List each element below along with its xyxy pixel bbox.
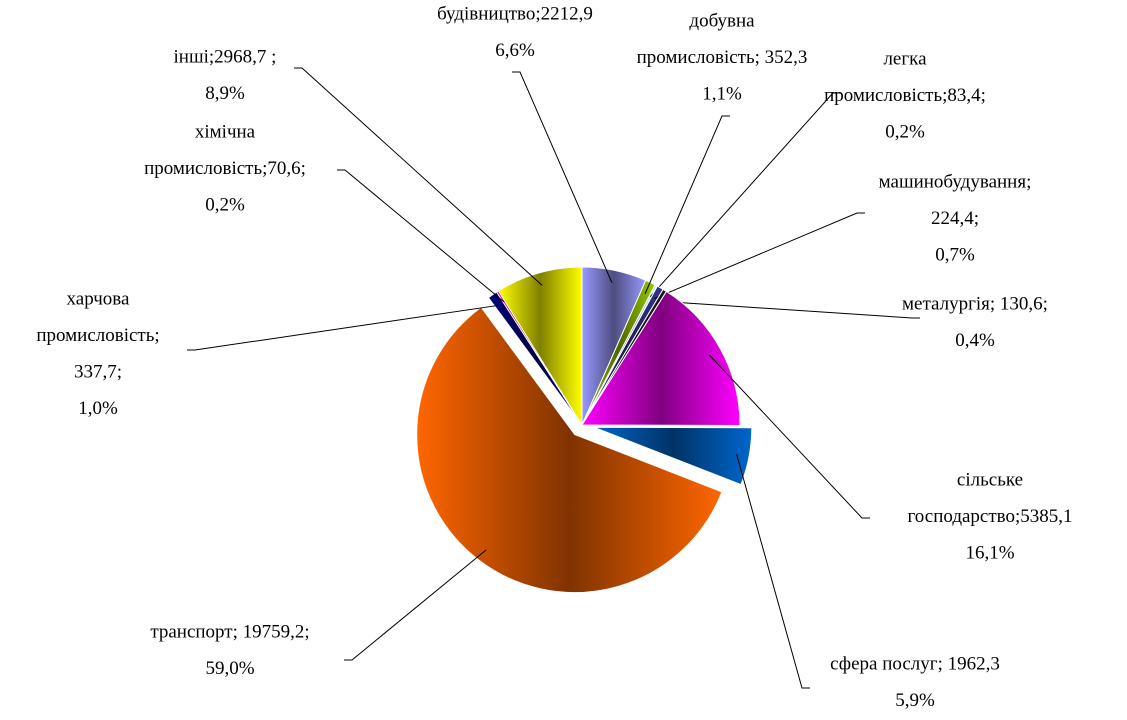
leader-line: [658, 300, 920, 319]
data-label: 5,9%: [895, 690, 935, 711]
leader-line: [512, 71, 613, 283]
data-label: сфера послуг; 1962,3: [830, 653, 1000, 674]
data-label: харчова: [67, 288, 130, 309]
data-label: хімічна: [195, 121, 256, 142]
data-label: 0,2%: [205, 194, 245, 215]
data-label: будівництво;2212,9: [437, 3, 593, 24]
leader-line: [709, 354, 870, 519]
data-label: 1,1%: [702, 83, 742, 104]
data-label: легка: [883, 48, 927, 69]
data-label: 0,2%: [885, 121, 925, 142]
leader-line: [649, 92, 841, 298]
data-label: промисловість; 352,3: [637, 47, 808, 68]
pie-slice: [581, 290, 741, 427]
data-label: 6,6%: [495, 40, 535, 61]
data-label: промисловість;: [36, 325, 159, 346]
data-label: 16,1%: [965, 542, 1014, 563]
data-label: інші;2968,7 ;: [174, 46, 277, 67]
leader-line: [644, 115, 730, 295]
leader-line: [337, 169, 505, 303]
data-label: транспорт; 19759,2;: [150, 621, 309, 642]
data-label: промисловість;70,6;: [144, 158, 306, 179]
pie-slice: [593, 426, 753, 486]
data-label: 0,4%: [955, 330, 995, 351]
leader-line: [187, 304, 500, 351]
leader-line: [344, 549, 487, 661]
leader-line: [653, 212, 865, 300]
leader-line: [736, 454, 810, 689]
pie-slice: [416, 306, 723, 594]
data-label: 337,7;: [74, 361, 122, 382]
data-label: добувна: [689, 10, 755, 31]
data-label: сільське: [957, 469, 1023, 490]
data-label: 59,0%: [205, 658, 254, 679]
leader-line: [294, 67, 543, 286]
data-label: господарство;5385,1: [907, 506, 1072, 527]
data-label: 0,7%: [935, 244, 975, 265]
data-label: промисловість;83,4;: [824, 85, 986, 106]
data-label: машинобудування;: [879, 171, 1032, 192]
data-label: 8,9%: [205, 83, 245, 104]
data-label: 1,0%: [78, 398, 118, 419]
data-label: металургія; 130,6;: [902, 293, 1048, 314]
data-label: 224,4;: [931, 208, 979, 229]
pie-slice: [497, 266, 583, 427]
